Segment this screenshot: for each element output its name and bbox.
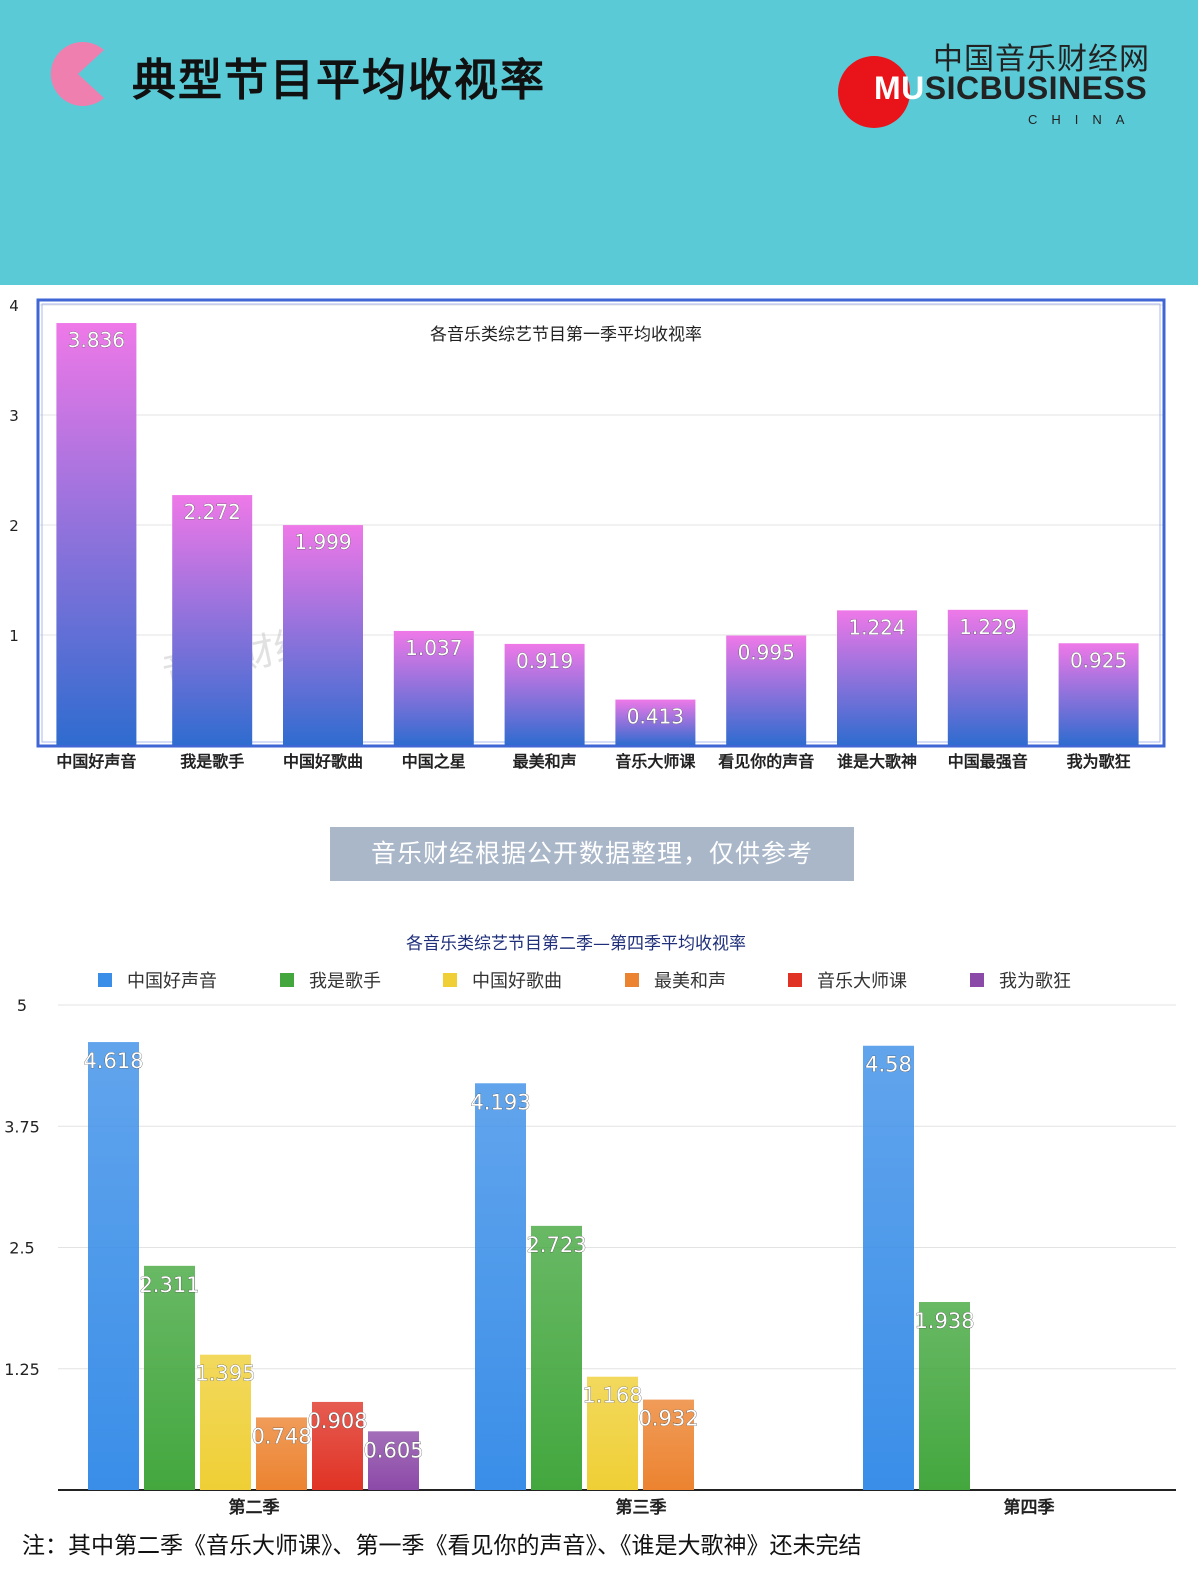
logo-china-text: CHINA: [1028, 112, 1139, 127]
data-label: 2.272: [184, 500, 241, 524]
x-tick-label: 中国最强音: [948, 752, 1028, 771]
x-tick-label: 看见你的声音: [717, 752, 814, 771]
y-tick-label: 3: [9, 407, 19, 425]
data-label: 1.395: [195, 1362, 255, 1386]
bar: [1058, 643, 1139, 745]
x-tick-label: 我是歌手: [180, 752, 244, 771]
bar: [256, 1417, 307, 1490]
legend-label: 中国好歌曲: [472, 971, 562, 992]
legend-swatch: [443, 973, 457, 987]
y-tick-label: 3.75: [4, 1117, 40, 1136]
bar: [919, 1302, 970, 1490]
page-title: 典型节目平均收视率: [132, 55, 546, 106]
legend-swatch: [98, 973, 112, 987]
bar: [172, 495, 253, 745]
y-tick-label: 1: [9, 627, 19, 645]
legend-label: 最美和声: [654, 971, 726, 992]
logo-red-circle: [838, 56, 910, 128]
legend-label: 音乐大师课: [817, 971, 907, 992]
bar: [947, 609, 1028, 745]
y-tick-label: 2: [9, 517, 19, 535]
season1-bar-chart: 1234各音乐类综艺节目第一季平均收视率音乐财经3.836中国好声音2.272我…: [9, 297, 1166, 771]
data-label: 0.995: [738, 641, 795, 665]
x-tick-label: 中国好歌曲: [283, 752, 363, 771]
x-tick-label: 我为歌狂: [1067, 752, 1131, 771]
data-label: 0.919: [516, 649, 573, 673]
x-tick-label: 中国之星: [402, 752, 466, 771]
y-tick-label: 2.5: [9, 1239, 34, 1258]
chart-title: 各音乐类综艺节目第一季平均收视率: [430, 325, 702, 345]
legend-label: 我为歌狂: [999, 971, 1071, 992]
data-label: 1.037: [405, 636, 462, 660]
bar: [504, 643, 585, 745]
y-tick-label: 5: [17, 996, 27, 1015]
bar: [615, 699, 696, 745]
x-tick-label: 谁是大歌神: [837, 752, 917, 771]
data-label: 1.229: [959, 615, 1016, 639]
bar: [283, 525, 363, 745]
x-tick-label: 最美和声: [513, 752, 577, 771]
data-label: 3.836: [68, 328, 125, 352]
bar: [393, 630, 474, 745]
legend-label: 中国好声音: [127, 971, 217, 992]
bar: [144, 1265, 195, 1490]
data-label: 1.168: [582, 1384, 642, 1408]
y-tick-label: 1.25: [4, 1360, 40, 1379]
x-tick-label: 第二季: [229, 1497, 280, 1518]
header-banner: [0, 0, 1198, 285]
legend-label: 我是歌手: [309, 971, 381, 992]
data-label: 4.618: [83, 1049, 143, 1073]
footnote: 注：其中第二季《音乐大师课》、第一季《看见你的声音》、《谁是大歌神》还未完结: [22, 1533, 862, 1559]
bar: [587, 1376, 638, 1490]
bar: [88, 1042, 139, 1490]
chart-frame-inner: [41, 303, 1161, 743]
data-label: 0.605: [363, 1438, 423, 1462]
legend-swatch: [625, 973, 639, 987]
x-tick-label: 中国好声音: [56, 752, 136, 771]
data-label: 0.748: [251, 1424, 311, 1448]
legend-swatch: [280, 973, 294, 987]
data-label: 1.938: [914, 1309, 974, 1333]
data-label: 0.932: [638, 1407, 698, 1431]
data-label: 4.58: [865, 1053, 912, 1077]
chart-title: 各音乐类综艺节目第二季—第四季平均收视率: [406, 934, 746, 954]
x-tick-label: 第四季: [1004, 1497, 1055, 1518]
data-label: 1.999: [294, 530, 351, 554]
data-label: 1.224: [848, 615, 905, 639]
music-business-logo: 中国音乐财经网 MUSICBUSINESS CHINA: [838, 30, 1168, 130]
bar: [531, 1225, 582, 1490]
data-label: 4.193: [470, 1090, 530, 1114]
y-tick-label: 4: [9, 297, 19, 315]
bar: [56, 323, 137, 745]
logo-chinese-name: 中国音乐财经网: [933, 42, 1150, 77]
bar: [475, 1083, 526, 1490]
data-label: 2.723: [526, 1233, 586, 1257]
bar: [200, 1354, 251, 1490]
bar: [312, 1401, 363, 1490]
pacman-icon: [50, 41, 104, 106]
legend-swatch: [970, 973, 984, 987]
data-label: 0.413: [627, 705, 684, 729]
data-label: 2.311: [139, 1273, 199, 1297]
chart-frame: [36, 298, 1166, 748]
x-tick-label: 音乐大师课: [615, 752, 696, 771]
x-tick-label: 第三季: [616, 1497, 667, 1518]
bar: [837, 610, 917, 745]
data-source-note: 音乐财经根据公开数据整理，仅供参考: [330, 827, 854, 881]
logo-english-name: MUSICBUSINESS: [874, 70, 1148, 106]
bar: [643, 1399, 694, 1490]
bar: [726, 635, 807, 745]
legend-swatch: [788, 973, 802, 987]
data-label: 0.908: [307, 1409, 367, 1433]
bar: [368, 1431, 419, 1490]
data-label: 0.925: [1070, 648, 1127, 672]
bar: [863, 1045, 914, 1490]
